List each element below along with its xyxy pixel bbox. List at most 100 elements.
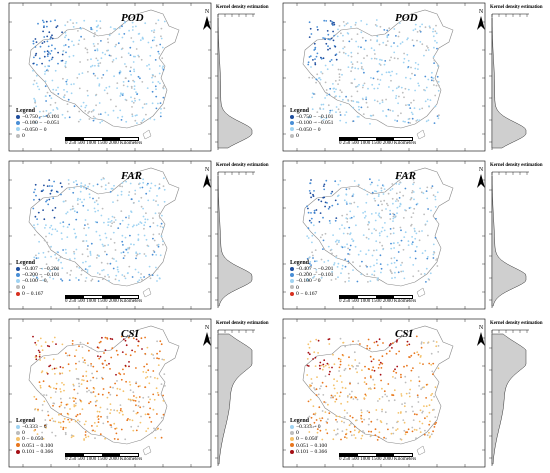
station-dot xyxy=(386,29,389,32)
station-dot xyxy=(430,76,433,79)
station-dot xyxy=(119,388,121,391)
station-dot xyxy=(373,228,376,230)
station-dot xyxy=(80,186,82,188)
station-dot xyxy=(343,421,345,424)
station-dot xyxy=(353,434,355,436)
station-dot xyxy=(101,362,104,365)
station-dot xyxy=(385,114,388,117)
station-dot xyxy=(147,41,150,44)
station-dot xyxy=(407,244,410,246)
station-dot xyxy=(411,72,413,75)
station-dot xyxy=(418,380,421,383)
kde-plot xyxy=(215,171,255,308)
station-dot xyxy=(409,122,412,124)
station-dot xyxy=(107,221,109,223)
station-dot xyxy=(319,419,322,422)
station-dot xyxy=(37,257,40,259)
station-dot xyxy=(397,57,399,60)
station-dot xyxy=(393,261,396,264)
station-dot xyxy=(399,203,402,206)
station-dot xyxy=(403,421,406,424)
station-dot xyxy=(126,85,129,88)
station-dot xyxy=(83,186,85,189)
station-dot xyxy=(337,357,340,360)
station-dot xyxy=(54,373,56,375)
station-dot xyxy=(127,52,130,55)
station-dot xyxy=(345,111,348,113)
station-dot xyxy=(60,261,62,264)
station-dot xyxy=(42,438,45,440)
station-dot xyxy=(363,48,366,51)
station-dot xyxy=(331,64,334,66)
station-dot xyxy=(33,56,35,59)
station-dot xyxy=(72,191,75,194)
station-dot xyxy=(95,104,97,107)
station-dot xyxy=(157,245,160,248)
station-dot xyxy=(97,393,100,396)
station-dot xyxy=(434,30,437,33)
station-dot xyxy=(349,430,352,433)
station-dot xyxy=(397,102,399,105)
station-dot xyxy=(360,411,363,414)
station-dot xyxy=(41,267,44,270)
station-dot xyxy=(326,30,329,32)
station-dot xyxy=(45,69,48,72)
station-dot xyxy=(395,95,398,97)
station-dot xyxy=(335,418,337,421)
station-dot xyxy=(408,392,411,395)
station-dot xyxy=(150,182,153,185)
station-dot xyxy=(348,248,351,251)
north-arrow-icon: N xyxy=(475,167,487,193)
station-dot xyxy=(110,426,113,428)
station-dot xyxy=(415,232,418,235)
legend-swatch xyxy=(290,449,294,454)
station-dot xyxy=(73,210,76,213)
station-dot xyxy=(409,256,412,259)
station-dot xyxy=(131,115,134,118)
station-dot xyxy=(127,247,129,250)
station-dot xyxy=(361,434,364,437)
station-dot xyxy=(67,413,70,416)
station-dot xyxy=(73,228,75,231)
station-dot xyxy=(351,416,354,419)
station-dot xyxy=(398,22,401,24)
station-dot xyxy=(62,426,65,429)
station-dot xyxy=(363,188,366,191)
kde-title: Kernel density estimation xyxy=(490,163,543,168)
station-dot xyxy=(313,190,315,192)
station-dot xyxy=(322,119,325,121)
station-dot xyxy=(64,433,67,436)
station-dot xyxy=(356,205,359,208)
station-dot xyxy=(339,114,342,116)
station-dot xyxy=(151,253,154,256)
station-dot xyxy=(156,224,159,227)
station-dot xyxy=(58,372,61,375)
station-dot xyxy=(34,188,36,191)
station-dot xyxy=(367,249,370,252)
scale-bar: 0 250 500 1000 1500 2000 Kilometers xyxy=(339,295,416,304)
station-dot xyxy=(332,438,335,441)
station-dot xyxy=(93,422,96,424)
station-dot xyxy=(322,216,324,219)
station-dot xyxy=(148,273,151,276)
station-dot xyxy=(350,51,353,54)
station-dot xyxy=(350,99,353,102)
legend-item: 0 − 0.050 xyxy=(290,436,327,442)
station-dot xyxy=(426,415,428,418)
station-dot xyxy=(327,259,330,262)
station-dot xyxy=(436,265,439,267)
station-dot xyxy=(397,271,400,274)
station-dot xyxy=(101,336,103,339)
station-dot xyxy=(154,184,157,187)
station-dot xyxy=(61,185,63,188)
station-dot xyxy=(371,83,374,86)
station-dot xyxy=(400,393,403,395)
legend-item: −0.050 − 0 xyxy=(16,127,59,133)
station-dot xyxy=(438,114,440,117)
station-dot xyxy=(153,398,156,401)
station-dot xyxy=(156,377,159,380)
station-dot xyxy=(94,221,97,223)
station-dot xyxy=(97,418,100,420)
station-dot xyxy=(413,428,416,431)
station-dot xyxy=(125,180,127,183)
